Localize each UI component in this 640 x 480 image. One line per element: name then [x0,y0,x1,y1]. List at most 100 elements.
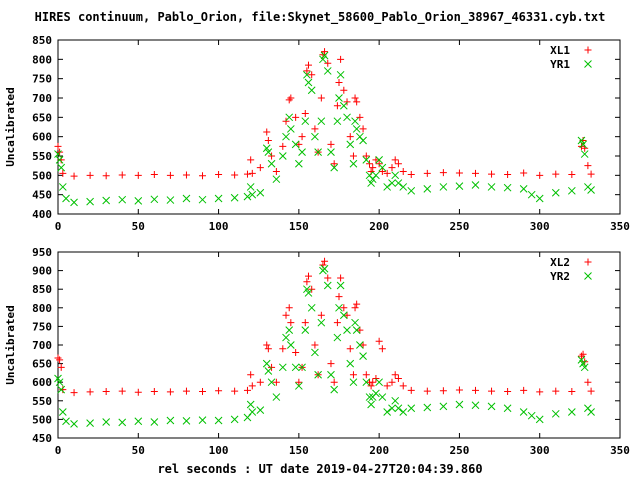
data-point-xl2 [279,345,287,353]
data-point-xl2 [337,274,345,282]
data-point-yr2 [70,420,78,428]
data-point-xl2 [407,386,415,394]
data-point-yr2 [527,411,536,420]
data-point-xl2 [118,387,126,395]
data-point-yr2 [134,417,143,426]
data-point-yr1 [580,150,589,158]
data-point-xl1 [375,160,383,168]
y-tick-label: 450 [32,189,52,202]
data-point-yr1 [394,179,403,187]
data-point-xl1 [394,160,402,168]
data-point-yr1 [330,163,339,172]
data-point-yr1 [579,140,587,149]
data-point-yr2 [367,400,375,409]
data-point-yr2 [55,378,64,387]
data-point-xl1 [264,137,272,145]
data-point-xl1 [383,169,391,177]
data-point-xl2 [311,341,319,349]
data-point-yr1 [54,150,62,158]
data-point-xl1 [243,170,251,178]
data-point-yr1 [535,194,544,203]
data-point-xl1 [388,164,396,172]
data-point-xl1 [391,156,399,164]
data-point-xl2 [378,345,386,353]
data-point-yr1 [285,113,294,122]
data-point-xl1 [587,170,595,178]
data-point-xl1 [423,169,431,177]
plot-frame [57,39,621,215]
data-point-yr1 [62,194,70,203]
data-point-xl1 [439,169,447,177]
data-point-xl2 [568,388,576,395]
data-point-xl2 [57,363,65,371]
data-point-xl2 [394,374,402,382]
data-point-xl2 [231,387,239,395]
data-point-xl2 [351,304,359,312]
data-point-xl1 [292,113,300,121]
x-tick-label: 250 [449,444,469,457]
data-point-yr2 [86,419,94,427]
y-tick-label: 850 [32,283,52,296]
data-point-yr1 [301,117,310,126]
data-point-xl2 [199,388,207,395]
series-XL2 [54,257,595,397]
data-point-yr1 [378,163,387,172]
y-tick-label: 900 [32,265,52,278]
data-point-yr1 [362,156,371,164]
x-tick-label: 50 [132,444,145,457]
data-point-xl1 [343,98,351,106]
data-point-xl1 [337,55,345,63]
data-point-yr1 [303,70,311,79]
data-point-xl2 [455,386,463,394]
data-point-yr1 [587,186,595,194]
data-point-xl2 [423,387,431,395]
data-point-xl2 [295,378,303,386]
series-YR1 [54,51,595,207]
data-point-yr2 [301,326,310,334]
data-point-yr2 [291,363,300,372]
data-point-xl2 [439,387,447,395]
y-tick-label: 650 [32,111,52,124]
data-point-yr1 [262,144,271,153]
data-point-xl2 [353,300,361,308]
data-point-yr2 [166,416,175,425]
data-point-yr2 [455,400,464,409]
data-point-yr2 [246,400,255,409]
data-point-yr2 [311,348,319,357]
data-point-xl2 [343,311,351,319]
data-point-yr1 [166,196,175,204]
data-point-yr1 [567,186,576,195]
data-point-yr1 [471,181,480,189]
data-point-yr2 [304,289,313,297]
data-point-xl1 [568,171,576,179]
data-point-xl1 [298,133,306,141]
data-point-xl2 [150,388,158,395]
data-point-yr2 [285,326,294,334]
data-point-yr1 [298,148,306,156]
data-point-yr2 [519,408,528,416]
data-point-xl1 [471,169,479,177]
data-point-yr1 [248,190,257,199]
data-point-xl1 [366,160,374,168]
data-point-xl1 [340,86,348,94]
data-point-xl1 [150,171,158,179]
data-point-xl2 [399,382,407,390]
data-point-xl1 [134,171,142,179]
data-point-xl2 [287,319,295,327]
x-tick-label: 300 [530,220,550,233]
data-point-yr2 [580,363,589,372]
data-point-yr2 [439,402,448,411]
data-point-yr1 [214,194,223,203]
x-tick-label: 100 [209,444,229,457]
data-point-yr2 [551,409,560,418]
data-point-yr2 [362,378,371,387]
data-point-xl2 [552,387,560,395]
y-tick-label: 500 [32,169,52,182]
data-point-xl1 [455,169,463,177]
data-point-yr1 [423,185,432,193]
data-point-yr2 [423,403,432,412]
data-point-xl2 [388,378,396,386]
data-point-xl1 [304,61,312,69]
y-tick-label: 600 [32,131,52,144]
data-point-xl1 [102,172,110,180]
